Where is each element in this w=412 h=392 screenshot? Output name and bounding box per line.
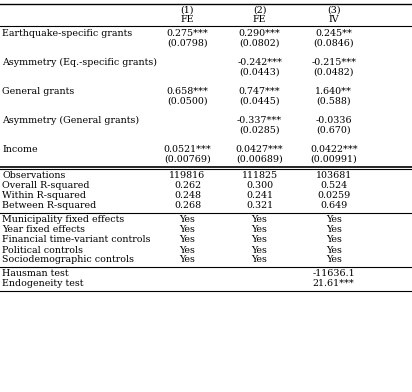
Text: 0.524: 0.524 [320, 181, 347, 191]
Text: -0.215***: -0.215*** [311, 58, 356, 67]
Text: (0.00991): (0.00991) [310, 155, 357, 164]
Text: IV: IV [328, 15, 339, 24]
Text: Yes: Yes [252, 236, 267, 245]
Text: Hausman test: Hausman test [2, 270, 69, 278]
Text: (0.0802): (0.0802) [239, 39, 280, 48]
Text: Yes: Yes [326, 225, 342, 234]
Text: Income: Income [2, 145, 37, 154]
Text: (0.0798): (0.0798) [167, 39, 208, 48]
Text: -0.337***: -0.337*** [237, 116, 282, 125]
Text: Yes: Yes [326, 216, 342, 225]
Text: 0.248: 0.248 [174, 192, 201, 200]
Text: Yes: Yes [180, 216, 195, 225]
Text: Financial time-variant controls: Financial time-variant controls [2, 236, 150, 245]
Text: 0.649: 0.649 [320, 201, 347, 211]
Text: Political controls: Political controls [2, 245, 83, 254]
Text: Yes: Yes [180, 256, 195, 265]
Text: (0.588): (0.588) [316, 97, 351, 106]
Text: (0.0846): (0.0846) [314, 39, 354, 48]
Text: Yes: Yes [252, 225, 267, 234]
Text: 0.275***: 0.275*** [166, 29, 208, 38]
Text: Yes: Yes [326, 236, 342, 245]
Text: 0.241: 0.241 [246, 192, 273, 200]
Text: (2): (2) [253, 6, 266, 15]
Text: Asymmetry (General grants): Asymmetry (General grants) [2, 116, 139, 125]
Text: 0.747***: 0.747*** [239, 87, 281, 96]
Text: 0.0427***: 0.0427*** [236, 145, 283, 154]
Text: 0.0422***: 0.0422*** [310, 145, 358, 154]
Text: Yes: Yes [180, 225, 195, 234]
Text: Yes: Yes [252, 245, 267, 254]
Text: General grants: General grants [2, 87, 74, 96]
Text: 1.640**: 1.640** [315, 87, 352, 96]
Text: 0.658***: 0.658*** [166, 87, 208, 96]
Text: Year fixed effects: Year fixed effects [2, 225, 85, 234]
Text: -11636.1: -11636.1 [312, 270, 355, 278]
Text: FE: FE [253, 15, 266, 24]
Text: 0.0259: 0.0259 [317, 192, 350, 200]
Text: Asymmetry (Eq.-specific grants): Asymmetry (Eq.-specific grants) [2, 58, 157, 67]
Text: 21.61***: 21.61*** [313, 279, 355, 289]
Text: 0.245**: 0.245** [315, 29, 352, 38]
Text: -0.242***: -0.242*** [237, 58, 282, 67]
Text: (0.0285): (0.0285) [239, 126, 280, 135]
Text: Yes: Yes [326, 245, 342, 254]
Text: Yes: Yes [326, 256, 342, 265]
Text: 111825: 111825 [241, 172, 278, 180]
Text: Observations: Observations [2, 172, 66, 180]
Text: Yes: Yes [180, 245, 195, 254]
Text: (0.670): (0.670) [316, 126, 351, 135]
Text: (0.0443): (0.0443) [239, 68, 280, 77]
Text: 103681: 103681 [316, 172, 352, 180]
Text: Yes: Yes [180, 236, 195, 245]
Text: (0.00689): (0.00689) [236, 155, 283, 164]
Text: 0.268: 0.268 [174, 201, 201, 211]
Text: Earthquake-specific grants: Earthquake-specific grants [2, 29, 132, 38]
Text: FE: FE [181, 15, 194, 24]
Text: Within R-squared: Within R-squared [2, 192, 86, 200]
Text: Yes: Yes [252, 256, 267, 265]
Text: 0.321: 0.321 [246, 201, 273, 211]
Text: 0.262: 0.262 [174, 181, 201, 191]
Text: Overall R-squared: Overall R-squared [2, 181, 89, 191]
Text: (0.00769): (0.00769) [164, 155, 211, 164]
Text: (0.0482): (0.0482) [314, 68, 354, 77]
Text: (1): (1) [181, 6, 194, 15]
Text: 0.300: 0.300 [246, 181, 273, 191]
Text: Between R-squared: Between R-squared [2, 201, 96, 211]
Text: Sociodemographic controls: Sociodemographic controls [2, 256, 134, 265]
Text: Endogeneity test: Endogeneity test [2, 279, 84, 289]
Text: Municipality fixed effects: Municipality fixed effects [2, 216, 124, 225]
Text: (0.0445): (0.0445) [239, 97, 280, 106]
Text: -0.0336: -0.0336 [316, 116, 352, 125]
Text: 119816: 119816 [169, 172, 206, 180]
Text: 0.0521***: 0.0521*** [164, 145, 211, 154]
Text: Yes: Yes [252, 216, 267, 225]
Text: (0.0500): (0.0500) [167, 97, 208, 106]
Text: (3): (3) [327, 6, 341, 15]
Text: 0.290***: 0.290*** [239, 29, 281, 38]
